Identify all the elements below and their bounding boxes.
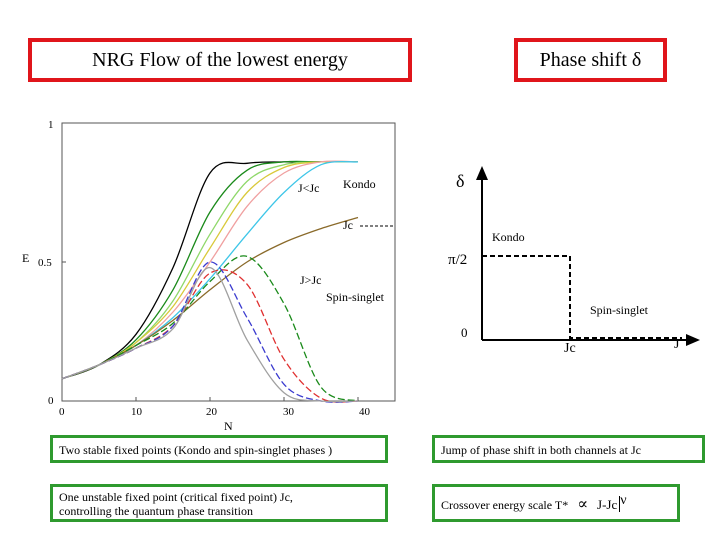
phase-pi-half-label: π/2 — [448, 252, 467, 268]
flow-lines — [61, 160, 359, 403]
x-tick-20: 20 — [206, 406, 218, 418]
phase-zero-label: 0 — [461, 325, 468, 340]
phase-j-label: J — [674, 337, 680, 352]
crossover-formula: J-Jc — [597, 497, 618, 512]
two-stable-text: Two stable fixed points (Kondo and spin-… — [59, 443, 333, 457]
label-j-greater-jc: J>Jc — [300, 273, 321, 287]
phase-y-arrow — [476, 166, 488, 180]
label-spin-singlet: Spin-singlet — [326, 290, 385, 304]
label-jc: Jc — [343, 218, 353, 232]
phase-step-line — [482, 255, 682, 339]
jump-text: Jump of phase shift in both channels at … — [441, 443, 641, 457]
label-j-less-jc: J<Jc — [298, 181, 319, 195]
phase-title-box: Phase shift δ — [514, 38, 667, 82]
nrg-title-box: NRG Flow of the lowest energy — [28, 38, 412, 82]
x-axis-label: N — [224, 419, 233, 433]
crossover-box: Crossover energy scale T* ∝ J-Jc ν — [432, 484, 680, 522]
x-tick-30: 30 — [283, 406, 295, 418]
one-unstable-line2: controlling the quantum phase transition — [59, 504, 253, 518]
label-kondo: Kondo — [343, 177, 376, 191]
phase-x-arrow — [686, 334, 700, 346]
flow-line-8 — [61, 255, 359, 402]
phase-title: Phase shift δ — [539, 48, 642, 71]
crossover-text: Crossover energy scale T* — [441, 498, 569, 512]
exponent: ν — [620, 493, 627, 508]
y-tick-1: 1 — [48, 119, 54, 131]
one-unstable-box: One unstable fixed point (critical fixed… — [50, 484, 388, 522]
y-tick-0.5: 0.5 — [38, 257, 52, 269]
proportional-symbol: ∝ — [577, 496, 589, 513]
flow-line-7 — [61, 216, 359, 380]
y-axis-label: E — [22, 251, 29, 265]
phase-kondo-label: Kondo — [492, 230, 525, 244]
nrg-title: NRG Flow of the lowest energy — [92, 48, 348, 71]
x-tick-10: 10 — [131, 406, 143, 418]
phase-spin-singlet-label: Spin-singlet — [590, 303, 649, 317]
jump-box: Jump of phase shift in both channels at … — [432, 435, 705, 463]
phase-jc-label: Jc — [564, 341, 576, 356]
two-stable-box: Two stable fixed points (Kondo and spin-… — [50, 435, 388, 463]
x-tick-0: 0 — [59, 406, 65, 418]
x-tick-40: 40 — [359, 406, 371, 418]
flow-line-11 — [61, 266, 359, 403]
phase-delta-label: δ — [456, 171, 464, 191]
y-tick-0: 0 — [48, 395, 54, 407]
one-unstable-line1: One unstable fixed point (critical fixed… — [59, 490, 293, 504]
abs-bar — [619, 496, 621, 512]
phase-shift-chart: δ π/2 0 Kondo Spin-singlet Jc J — [448, 166, 700, 356]
